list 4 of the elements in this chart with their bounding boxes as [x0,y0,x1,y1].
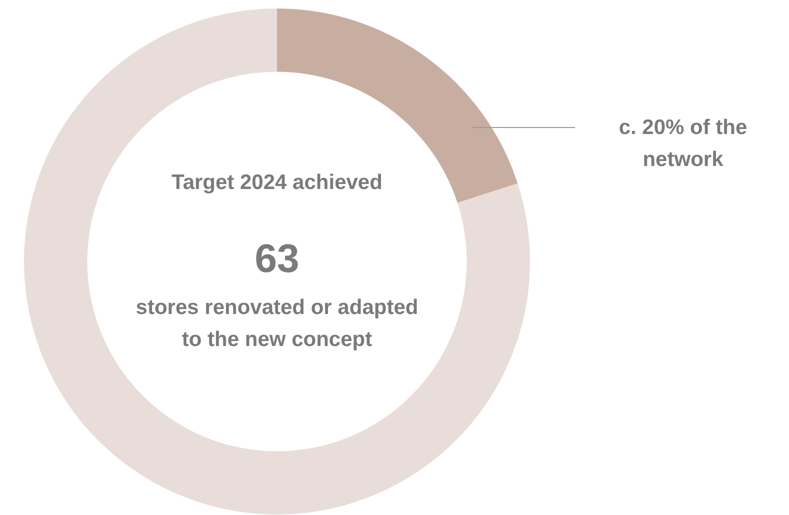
text: Target 2024 achieved [170,170,384,196]
text: stores renovated or adapted to the new concept [134,295,420,353]
text: c. 20% of the network [618,115,748,173]
text: 63 [254,236,300,282]
